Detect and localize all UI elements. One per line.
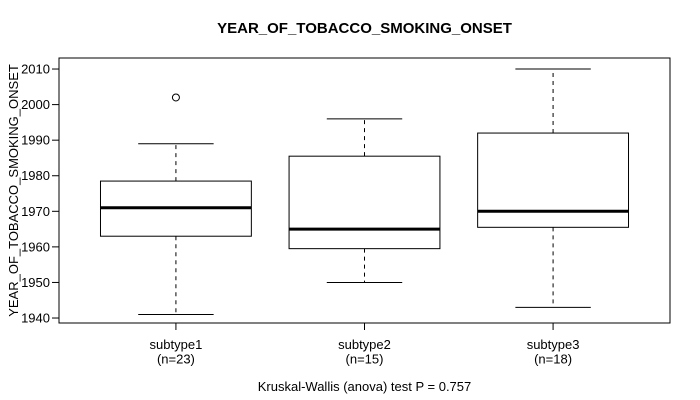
iqr-box <box>477 132 630 228</box>
outlier-point <box>171 93 180 102</box>
y-axis-label: YEAR_OF_TOBACCO_SMOKING_ONSET <box>6 64 21 317</box>
group-label: subtype3 <box>527 337 580 352</box>
y-axis-tick-label: 1940 <box>21 311 50 326</box>
y-axis-tick-label: 1960 <box>21 239 50 254</box>
iqr-box <box>288 155 441 250</box>
y-axis-tick-label: 1990 <box>21 133 50 148</box>
group-n-label: (n=18) <box>534 352 572 367</box>
y-axis-tick-label: 2010 <box>21 62 50 77</box>
y-axis-tick-label: 1980 <box>21 168 50 183</box>
stat-test-caption: Kruskal-Wallis (anova) test P = 0.757 <box>258 379 472 394</box>
y-axis-tick-label: 1950 <box>21 275 50 290</box>
group-label: subtype1 <box>150 337 203 352</box>
group-n-label: (n=23) <box>157 352 195 367</box>
chart-title: YEAR_OF_TOBACCO_SMOKING_ONSET <box>217 20 512 37</box>
group-label: subtype2 <box>338 337 391 352</box>
y-axis-tick-label: 2000 <box>21 97 50 112</box>
y-axis-tick-label: 1970 <box>21 204 50 219</box>
group-n-label: (n=15) <box>346 352 384 367</box>
